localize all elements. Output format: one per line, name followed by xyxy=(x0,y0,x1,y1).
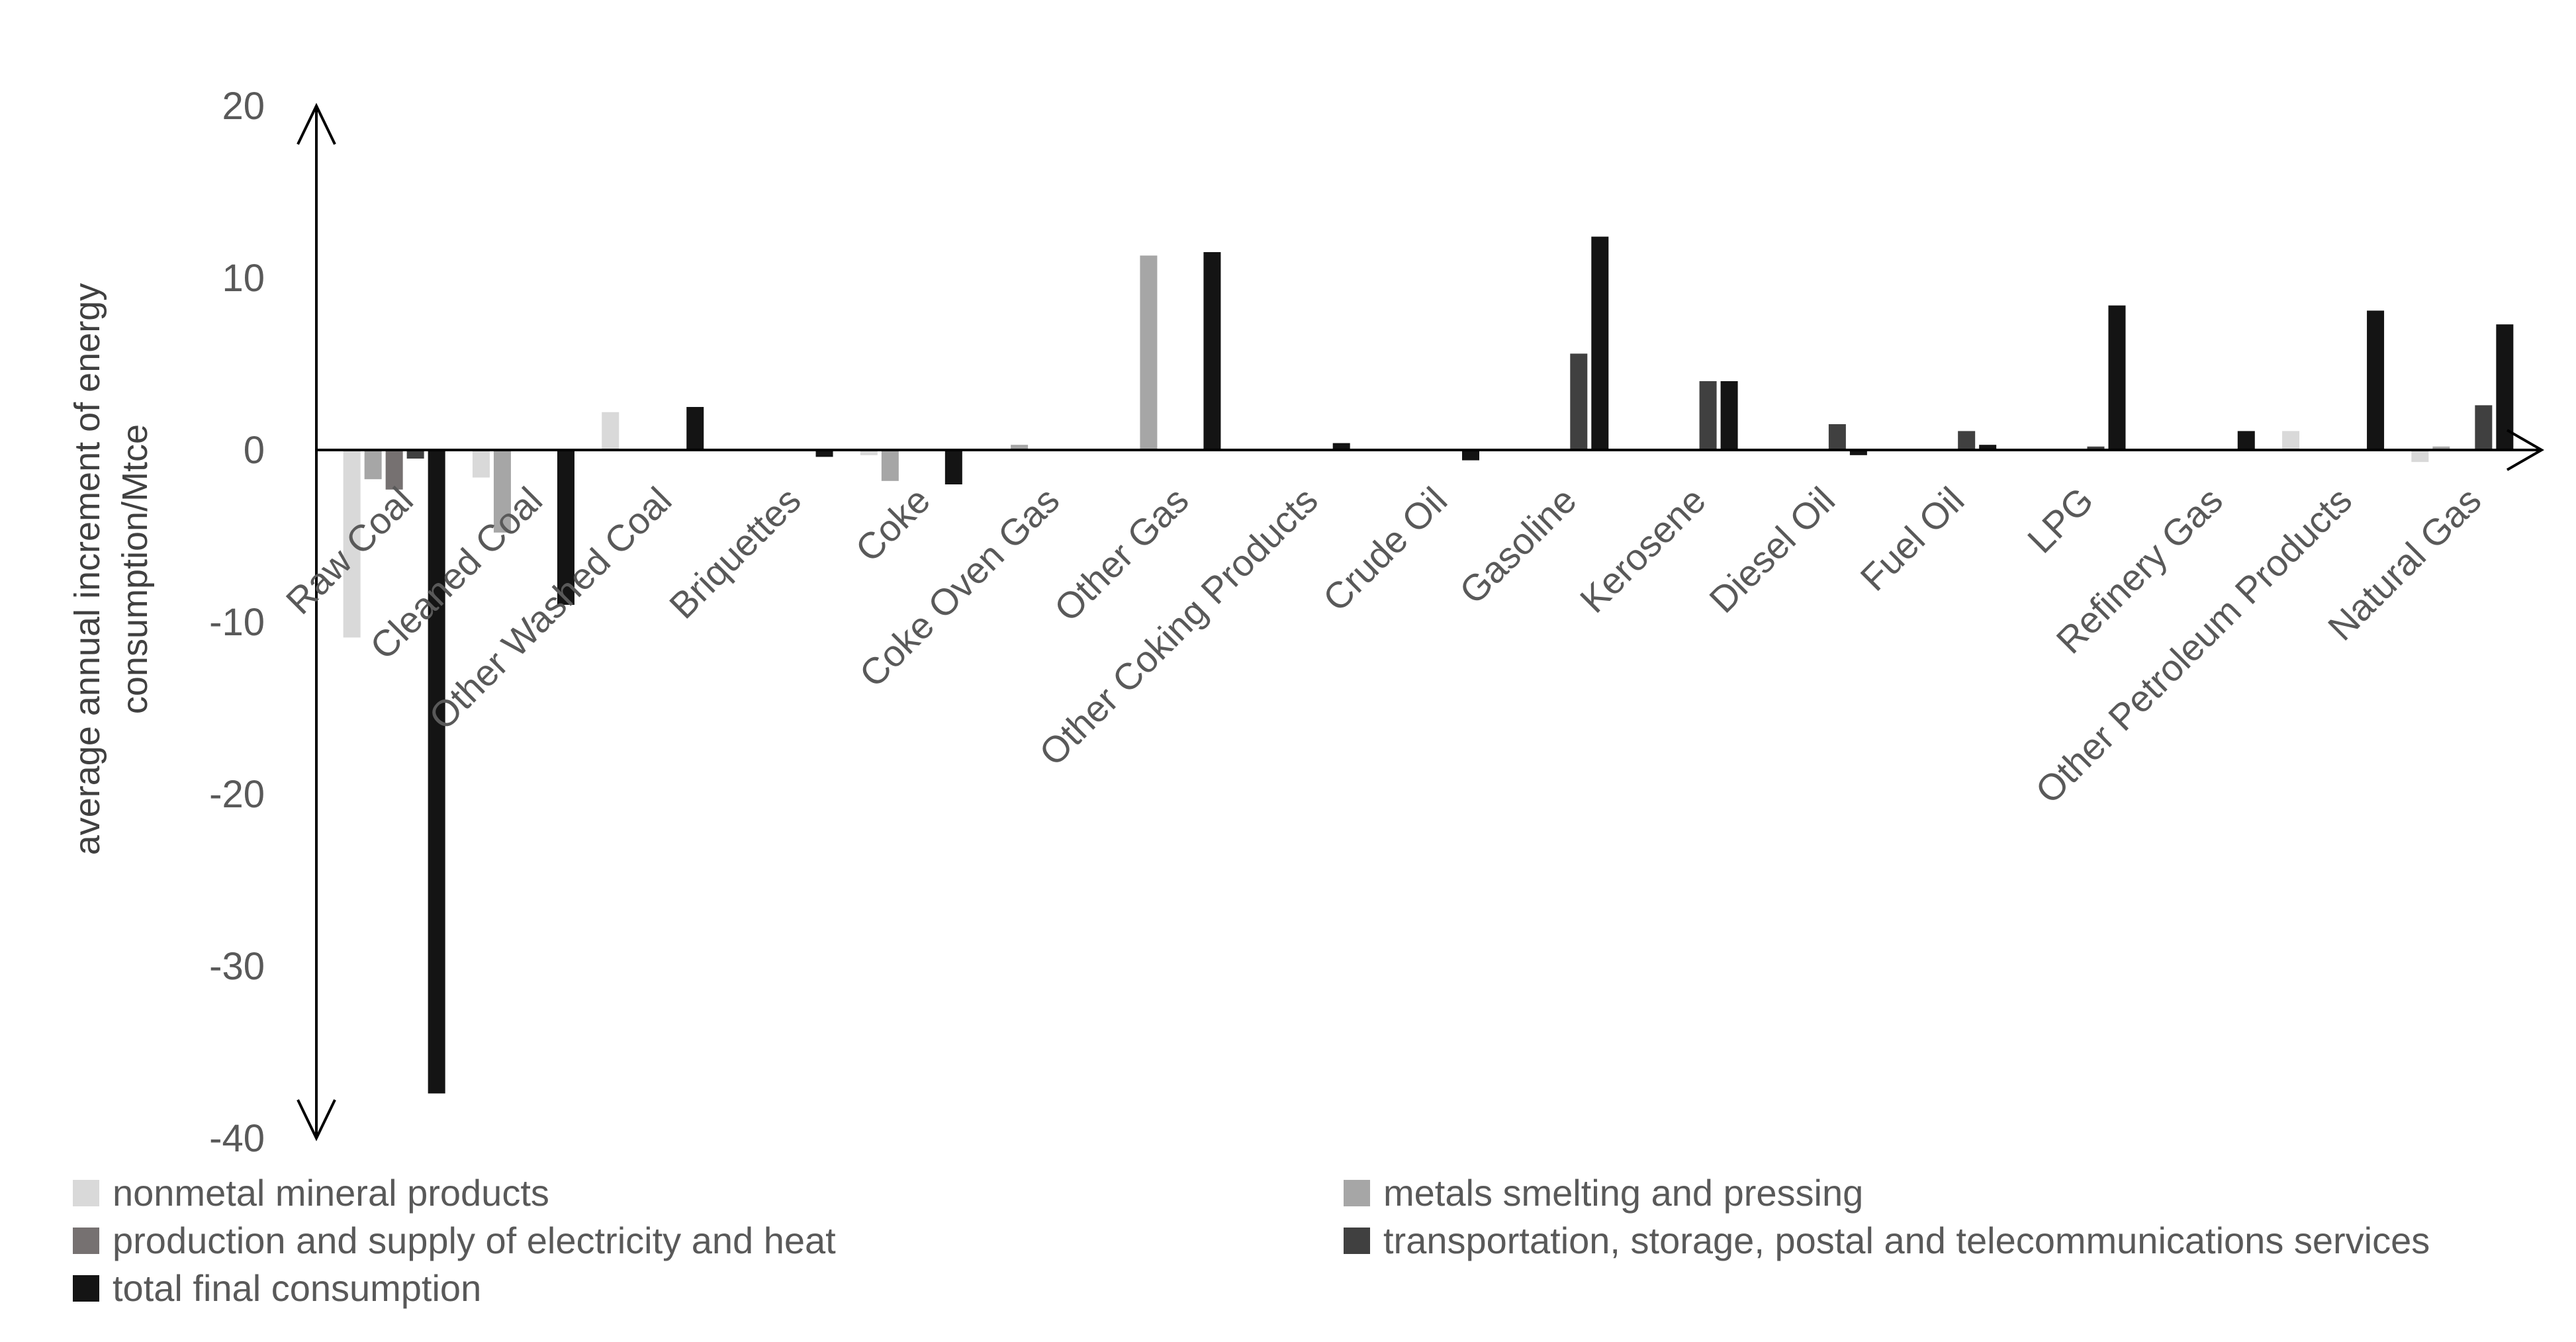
legend-swatch xyxy=(73,1275,99,1302)
bar xyxy=(2367,310,2385,450)
bar xyxy=(2496,324,2514,450)
legend-swatch xyxy=(1344,1227,1370,1254)
y-axis-bottom-arrow xyxy=(297,1099,336,1141)
bar xyxy=(2432,446,2450,450)
y-tick-label: -10 xyxy=(209,601,265,644)
legend-item: nonmetal mineral products xyxy=(73,1171,549,1214)
bar xyxy=(343,450,361,638)
bar xyxy=(1332,443,1350,450)
y-axis-top-arrow xyxy=(297,103,336,145)
bar xyxy=(815,450,833,457)
bar xyxy=(944,450,962,484)
legend-item: production and supply of electricity and… xyxy=(73,1219,836,1262)
bar xyxy=(493,450,511,533)
legend-label: total final consumption xyxy=(113,1267,482,1309)
category-label: Other Washed Coal xyxy=(421,479,680,738)
category-label: LPG xyxy=(2019,479,2101,561)
legend-item: total final consumption xyxy=(73,1267,481,1310)
bar xyxy=(1462,450,1479,461)
bar xyxy=(1849,450,1867,455)
legend-item: transportation, storage, postal and tele… xyxy=(1344,1219,2430,1262)
x-axis-arrow xyxy=(2507,429,2545,471)
y-tick-label: -40 xyxy=(209,1117,265,1160)
legend-swatch xyxy=(73,1179,99,1206)
category-label: Kerosene xyxy=(1572,479,1714,621)
y-axis-title-line-2: consumption/Mtce xyxy=(115,424,155,714)
y-tick-label: 20 xyxy=(222,85,265,128)
bar xyxy=(602,412,620,450)
y-tick-labels: 20 10 0 -10 -20 -30 -40 xyxy=(209,85,265,1160)
legend-label: nonmetal mineral products xyxy=(113,1172,549,1214)
bar xyxy=(1699,381,1717,450)
bar xyxy=(2411,450,2429,463)
bar xyxy=(1958,431,1976,450)
bar xyxy=(557,450,575,605)
bar xyxy=(1720,381,1738,450)
y-axis-title-line-1: average annual increment of energy xyxy=(68,283,107,856)
bar xyxy=(364,450,382,480)
bar xyxy=(1570,353,1588,450)
bar xyxy=(686,407,704,450)
bar xyxy=(2475,405,2493,450)
bar xyxy=(1140,255,1158,450)
axes xyxy=(297,103,2545,1141)
bar xyxy=(860,450,878,455)
category-label: Briquettes xyxy=(661,479,809,627)
category-label: Gasoline xyxy=(1451,479,1585,612)
bar xyxy=(881,450,899,481)
bar xyxy=(428,450,445,1094)
bar xyxy=(406,450,424,459)
bar xyxy=(2108,305,2126,450)
bar xyxy=(472,450,490,478)
legend-swatch xyxy=(73,1227,99,1254)
category-label: Crude Oil xyxy=(1314,479,1455,619)
bar xyxy=(1011,445,1029,450)
bar xyxy=(2087,446,2105,450)
y-tick-label: -30 xyxy=(209,945,265,988)
bar xyxy=(2282,431,2300,450)
bar xyxy=(1979,445,1997,450)
legend-label: metals smelting and pressing xyxy=(1383,1172,1864,1214)
y-tick-label: 0 xyxy=(244,429,265,472)
bars xyxy=(343,236,2514,1094)
y-tick-label: 10 xyxy=(222,257,265,300)
category-label: Coke xyxy=(847,479,938,570)
legend-label: transportation, storage, postal and tele… xyxy=(1383,1220,2430,1261)
bar xyxy=(1591,236,1609,450)
legend-label: production and supply of electricity and… xyxy=(113,1220,836,1261)
legend-swatch xyxy=(1344,1179,1370,1206)
legend-item: metals smelting and pressing xyxy=(1344,1171,1863,1214)
bar xyxy=(385,450,403,490)
bar xyxy=(2237,431,2255,450)
y-tick-label: -20 xyxy=(209,773,265,816)
bar xyxy=(1828,424,1846,450)
bar xyxy=(1203,252,1221,450)
category-label: Fuel Oil xyxy=(1852,479,1972,599)
category-label: Diesel Oil xyxy=(1701,479,1843,621)
